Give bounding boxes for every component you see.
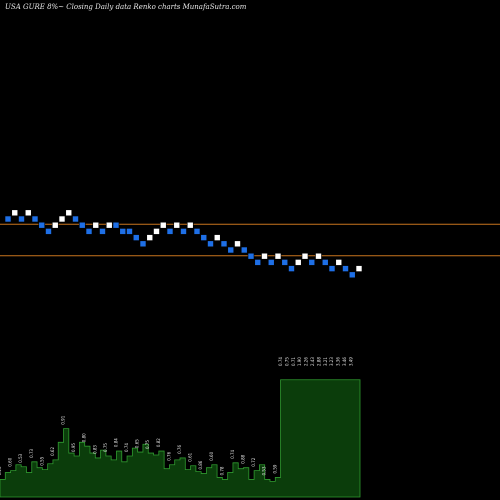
renko-brick-up xyxy=(186,221,194,229)
volume-label: 0.83 xyxy=(92,445,97,454)
renko-brick-down xyxy=(220,240,228,248)
renko-brick-up xyxy=(159,221,167,229)
volume-label: 0.60 xyxy=(209,451,214,460)
renko-brick-down xyxy=(85,228,93,235)
renko-brick-down xyxy=(193,228,201,235)
volume-label: 0.76 xyxy=(166,451,171,460)
renko-brick-down xyxy=(99,228,106,235)
volume-label: 0.91 xyxy=(61,415,66,424)
renko-brick-down xyxy=(207,240,214,248)
renko-brick-down xyxy=(321,259,329,266)
renko-brick-down xyxy=(72,215,79,223)
renko-brick-down xyxy=(227,246,235,254)
volume-label: 0.84 xyxy=(113,438,118,447)
volume-label: 0.95 xyxy=(71,443,76,452)
renko-brick-down xyxy=(119,228,127,235)
renko-brick-up xyxy=(92,221,100,229)
renko-brick-up xyxy=(24,209,32,217)
volume-label: 0.65 xyxy=(135,439,140,448)
volume-label: 0.88 xyxy=(241,454,246,463)
volume-label: 0.74 xyxy=(230,449,235,458)
volume-area xyxy=(0,379,361,498)
renko-brick-down xyxy=(166,228,174,235)
volume-label: 0.75 xyxy=(145,440,150,449)
renko-brick-down xyxy=(126,228,133,235)
renko-brick-down xyxy=(132,234,140,241)
volume-label: 0.26 xyxy=(0,466,2,475)
volume-label: 0.53 xyxy=(262,466,267,475)
volume-top-label: 3.49 xyxy=(348,357,353,366)
volume-label: 0.80 xyxy=(82,433,87,442)
renko-brick-down xyxy=(342,265,349,272)
renko-brick-up xyxy=(146,234,154,241)
renko-brick-up xyxy=(315,252,322,260)
renko-brick-down xyxy=(45,228,52,235)
renko-brick-up xyxy=(234,240,241,248)
volume-label: 0.55 xyxy=(39,456,44,465)
renko-brick-down xyxy=(200,234,208,241)
renko-brick-up xyxy=(153,228,160,235)
renko-brick-down xyxy=(247,252,255,260)
volume-label: 0.61 xyxy=(188,452,193,461)
renko-brick-down xyxy=(328,265,336,272)
renko-brick-up xyxy=(105,221,113,229)
renko-brick-up xyxy=(173,221,181,229)
volume-top-label: 2.43 xyxy=(310,357,315,366)
renko-brick-up xyxy=(213,234,221,241)
volume-top-label: 0.75 xyxy=(284,357,289,366)
renko-brick-up xyxy=(58,215,66,223)
volume-top-label: 2.26 xyxy=(304,357,309,366)
volume-label: 0.86 xyxy=(198,460,203,469)
volume-label: 0.78 xyxy=(219,466,224,475)
volume-label: 0.75 xyxy=(103,443,108,452)
volume-top-label: 0.74 xyxy=(278,357,283,366)
renko-brick-down xyxy=(240,246,248,254)
renko-brick-up xyxy=(261,252,268,260)
renko-brick-up xyxy=(335,259,343,266)
renko-brick-down xyxy=(78,221,86,229)
volume-label: 0.82 xyxy=(156,438,161,447)
volume-label: 0.60 xyxy=(8,457,13,466)
chart-title: USA GURE 8%~ Closing Daily data Renko ch… xyxy=(5,3,247,11)
volume-top-label: 3.46 xyxy=(342,357,347,366)
volume-label: 0.59 xyxy=(272,464,277,473)
renko-brick-up xyxy=(355,265,363,272)
volume-label: 0.72 xyxy=(251,457,256,466)
renko-brick-down xyxy=(254,259,262,266)
renko-brick-up xyxy=(301,252,309,260)
renko-brick-up xyxy=(51,221,59,229)
renko-brick-up xyxy=(11,209,19,217)
renko-brick-down xyxy=(18,215,25,223)
volume-top-label: 2.88 xyxy=(316,357,321,366)
renko-brick-down xyxy=(267,259,275,266)
volume-top-label: 3.21 xyxy=(323,357,328,366)
volume-label: 0.74 xyxy=(124,443,129,452)
volume-label: 0.53 xyxy=(18,453,23,462)
renko-brick-down xyxy=(112,221,120,229)
renko-brick-up xyxy=(65,209,73,217)
volume-top-label: 3.23 xyxy=(329,357,334,366)
renko-brick-down xyxy=(4,215,12,223)
renko-brick-up xyxy=(294,259,302,266)
renko-brick-down xyxy=(288,265,295,272)
renko-brick-down xyxy=(348,271,356,279)
renko-brick-down xyxy=(31,215,39,223)
volume-top-label: 1.90 xyxy=(297,357,302,366)
renko-brick-down xyxy=(180,228,187,235)
volume-top-label: 0.71 xyxy=(291,357,296,366)
volume-label: 0.76 xyxy=(177,445,182,454)
volume-label: 0.73 xyxy=(29,448,34,457)
renko-brick-down xyxy=(281,259,289,266)
volume-top-label: 3.36 xyxy=(336,357,341,366)
renko-brick-down xyxy=(38,221,46,229)
volume-label: 0.62 xyxy=(50,447,55,456)
renko-brick-up xyxy=(274,252,282,260)
renko-brick-down xyxy=(308,259,316,266)
renko-brick-down xyxy=(139,240,147,248)
